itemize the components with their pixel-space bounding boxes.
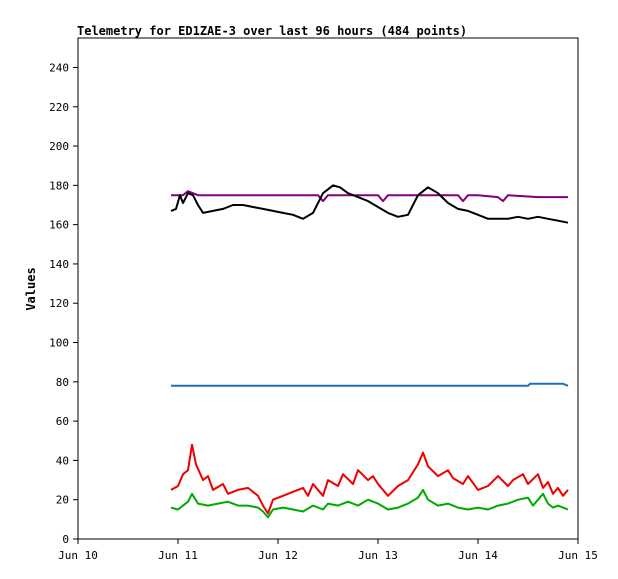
y-tick-label: 160 (49, 219, 69, 232)
y-axis-label: Values (24, 267, 38, 310)
y-tick-label: 120 (49, 297, 69, 310)
y-tick-label: 220 (49, 101, 69, 114)
y-tick-label: 80 (56, 376, 69, 389)
y-tick-label: 180 (49, 179, 69, 192)
series-line-1 (171, 190, 568, 203)
y-tick-label: 20 (56, 494, 69, 507)
y-tick-label: 240 (49, 61, 69, 74)
series-line-3 (171, 382, 569, 387)
y-tick-label: 140 (49, 258, 69, 271)
chart-title: Telemetry for ED1ZAE-3 over last 96 hour… (77, 24, 467, 38)
y-tick-label: 100 (49, 337, 69, 350)
plot-area-frame (77, 37, 579, 540)
y-tick-label: 40 (56, 454, 69, 467)
x-tick-label: Jun 10 (58, 549, 98, 562)
x-tick-label: Jun 14 (458, 549, 498, 562)
x-tick-label: Jun 15 (558, 549, 598, 562)
x-tick-label: Jun 12 (258, 549, 298, 562)
series-lines (170, 184, 569, 519)
x-tick-label: Jun 13 (358, 549, 398, 562)
x-tick-label: Jun 11 (158, 549, 198, 562)
series-line-2 (170, 184, 569, 224)
y-axis: 0 20 40 60 80 100 120 140 160 180 200 220 240 (49, 61, 78, 546)
y-tick-label: 200 (49, 140, 69, 153)
x-axis: Jun 10 Jun 11 Jun 12 Jun 13 Jun 14 Jun 15 (58, 539, 598, 562)
y-tick-label: 60 (56, 415, 69, 428)
series-line-5 (170, 488, 569, 519)
y-tick-label: 0 (62, 533, 69, 546)
series-line-4 (170, 443, 569, 515)
